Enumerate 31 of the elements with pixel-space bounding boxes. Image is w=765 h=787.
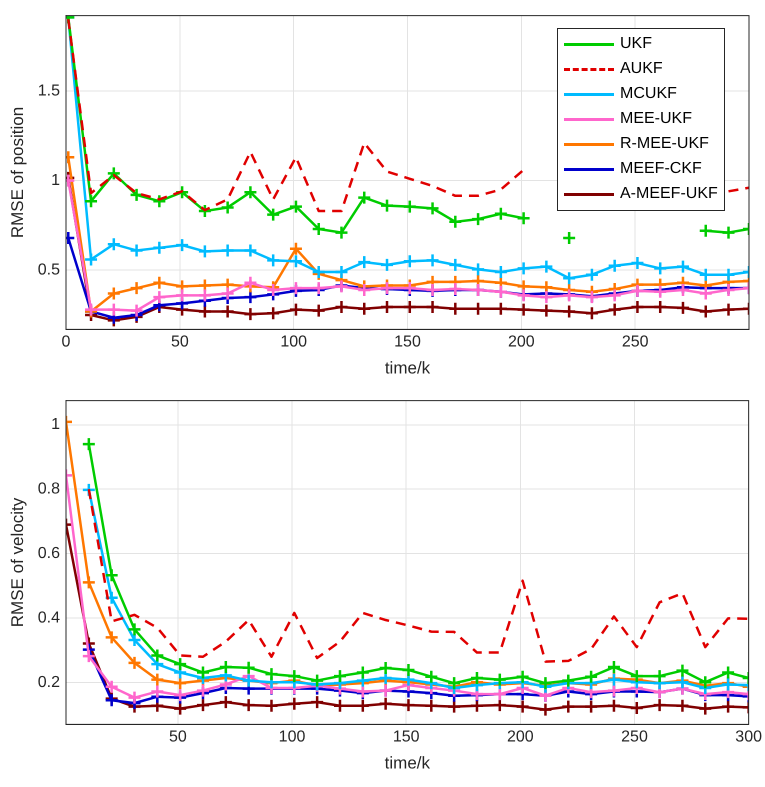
x-tick-label: 200 [506,728,534,746]
x-tick-label: 250 [621,728,648,746]
y-tick-label: 0.2 [38,674,60,691]
x-tick-label: 150 [392,728,420,746]
x-axis-title: time/k [384,358,431,378]
legend-label: MEEF-CKF [620,160,702,178]
legend-label: MCUKF [620,85,677,104]
x-tick-label: 100 [278,728,306,746]
x-tick-label: 300 [735,728,762,746]
x-tick-label: 0 [62,333,71,350]
x-tick-label: 50 [170,333,189,350]
y-tick-label: 0.4 [38,609,60,626]
x-tick-label: 250 [622,333,649,350]
y-tick-label: 1 [51,172,60,189]
x-tick-label: 100 [280,333,308,350]
legend-label: MEE-UKF [620,110,692,128]
x-tick-label: 50 [168,728,187,746]
legend-label: R-MEE-UKF [620,135,709,154]
y-tick-label: 0.5 [38,262,60,279]
x-tick-label: 150 [394,333,421,350]
y-tick-label: 0.8 [38,480,60,498]
x-axis-title: time/k [384,753,430,772]
legend-label: A-MEEF-UKF [620,185,718,204]
legend-label: UKF [620,35,652,54]
y-axis-title: RMSE of velocity [8,497,27,628]
x-tick-label: 200 [508,333,535,350]
y-tick-label: 0.6 [38,545,60,562]
y-axis-title: RMSE of position [8,106,27,238]
y-tick-label: 1.5 [38,82,60,100]
y-tick-label: 1 [51,416,60,434]
legend-label: AUKF [620,60,663,78]
